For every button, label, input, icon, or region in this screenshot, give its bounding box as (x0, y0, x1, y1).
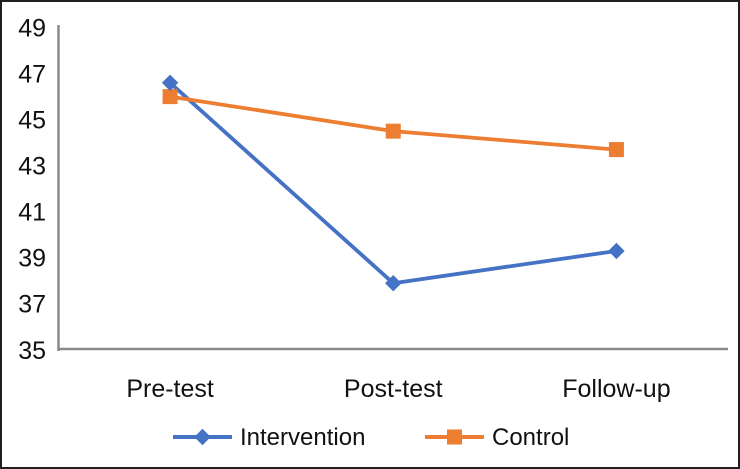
y-tick-label-49: 49 (18, 14, 46, 42)
legend-marker-control (447, 429, 462, 445)
marker-intervention-0 (161, 74, 179, 91)
legend-marker-intervention (194, 428, 211, 446)
y-tick-label-37: 37 (18, 291, 46, 319)
marker-control-0 (162, 89, 178, 105)
y-tick-label-39: 39 (18, 245, 46, 273)
y-tick-label-41: 41 (18, 199, 46, 227)
x-category-label-pre-test: Pre-test (126, 375, 214, 403)
series-line-intervention (168, 80, 619, 286)
x-category-label-follow-up: Follow-up (562, 375, 670, 403)
marker-intervention-1 (385, 274, 402, 292)
y-tick-label-43: 43 (18, 152, 46, 180)
legend-label-control: Control (492, 424, 569, 451)
x-category-label-post-test: Post-test (344, 375, 443, 403)
marker-intervention-2 (608, 242, 625, 260)
y-tick-label-45: 45 (18, 106, 46, 134)
legend-label-intervention: Intervention (240, 424, 365, 451)
y-tick-label-35: 35 (18, 337, 46, 365)
marker-control-2 (608, 142, 624, 158)
marker-control-1 (385, 123, 401, 139)
y-tick-label-47: 47 (18, 60, 46, 88)
